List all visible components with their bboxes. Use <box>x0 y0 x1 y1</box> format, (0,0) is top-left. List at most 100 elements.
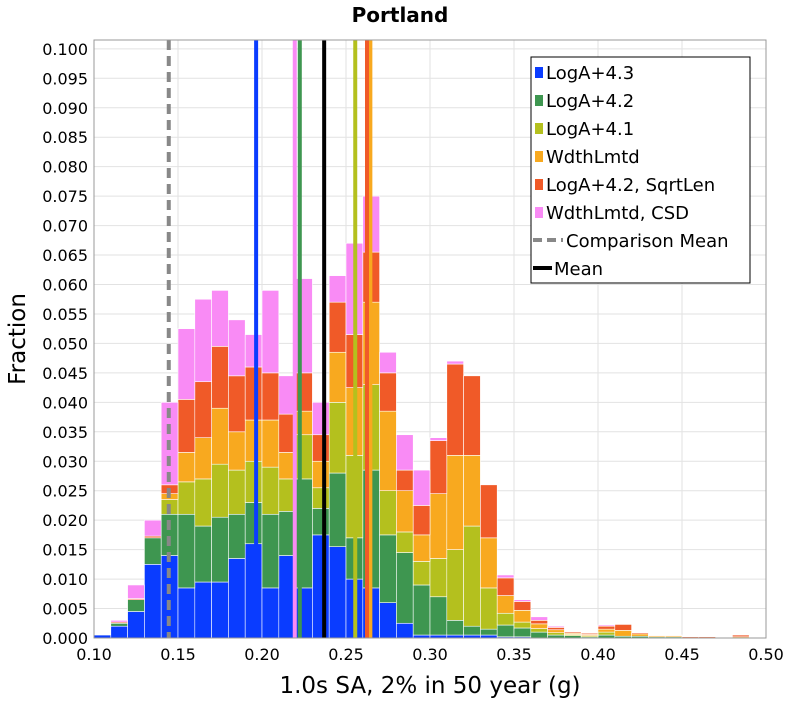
legend-label: Mean <box>554 259 603 280</box>
bar-wdthlmtd-csd <box>530 616 548 621</box>
bar-loga-4-2-sqrtlen <box>412 505 431 536</box>
y-tick-label: 0.095 <box>42 69 88 88</box>
bar-wdthlmtd <box>530 623 548 629</box>
legend-swatch <box>535 179 543 190</box>
bar-wdthlmtd-csd <box>244 334 263 368</box>
bar-loga-4-2-sqrtlen <box>211 346 229 409</box>
bar-wdthlmtd <box>211 407 229 465</box>
bar-loga-4-1 <box>244 460 263 503</box>
bar-loga-4-2-sqrtlen <box>564 631 582 634</box>
bar-loga-4-2 <box>177 513 196 589</box>
x-tick-label: 0.45 <box>664 645 700 664</box>
bar-wdthlmtd-csd <box>144 519 162 537</box>
bar-loga-4-2 <box>429 596 448 636</box>
x-tick-label: 0.40 <box>580 645 616 664</box>
bar-wdthlmtd <box>328 351 347 403</box>
bar-loga-4-2-sqrtlen <box>530 620 548 625</box>
y-tick-label: 0.025 <box>42 482 88 501</box>
bar-loga-4-2 <box>110 622 128 627</box>
y-tick-label: 0.015 <box>42 541 88 560</box>
bar-loga-4-1 <box>412 561 431 586</box>
legend-label: LogA+4.2 <box>546 91 634 112</box>
bar-loga-4-1 <box>496 612 515 626</box>
bar-loga-4-2-sqrtlen <box>513 601 532 611</box>
bar-loga-4-2-sqrtlen <box>597 625 616 630</box>
bar-loga-4-2 <box>496 624 515 638</box>
y-tick-label: 0.085 <box>42 128 88 147</box>
chart-title: Portland <box>352 3 449 27</box>
bar-loga-4-2-sqrtlen <box>177 399 196 453</box>
legend-box <box>530 56 751 284</box>
bar-wdthlmtd <box>480 537 498 589</box>
bar-loga-4-2-sqrtlen <box>244 366 263 421</box>
bar-loga-4-1 <box>228 469 246 515</box>
bar-wdthlmtd-csd <box>412 469 431 506</box>
bar-loga-4-1 <box>530 628 548 633</box>
bar-wdthlmtd <box>228 431 246 471</box>
bar-loga-4-3 <box>194 581 212 639</box>
bar-wdthlmtd <box>396 490 414 533</box>
bar-wdthlmtd-csd <box>261 290 280 374</box>
bar-loga-4-1 <box>312 487 330 509</box>
bar-wdthlmtd <box>631 633 649 637</box>
bar-loga-4-2-sqrtlen <box>379 372 397 412</box>
bar-loga-4-3 <box>328 546 347 639</box>
bar-loga-4-1 <box>328 402 347 474</box>
bar-loga-4-2 <box>396 552 414 624</box>
y-tick-label: 0.035 <box>42 423 88 442</box>
bar-loga-4-2 <box>513 627 532 638</box>
plot-frame <box>93 39 767 639</box>
bar-loga-4-2 <box>480 628 498 636</box>
bar-loga-4-2-sqrtlen <box>496 577 515 596</box>
bar-loga-4-2 <box>379 534 397 603</box>
legend: LogA+4.3 LogA+4.2 LogA+4.1 WdthLmtd LogA+4.2… <box>530 56 751 284</box>
bar-loga-4-2-sqrtlen <box>261 372 280 421</box>
bar-loga-4-3 <box>110 625 128 639</box>
x-tick-label: 0.20 <box>244 645 280 664</box>
bar-loga-4-2 <box>446 620 464 636</box>
bar-loga-4-2 <box>412 584 431 636</box>
y-tick-label: 0.075 <box>42 187 88 206</box>
bar-wdthlmtd-csd <box>211 290 229 347</box>
legend-label: LogA+4.1 <box>546 119 634 140</box>
bar-loga-4-1 <box>597 631 616 636</box>
legend-swatch <box>535 151 543 162</box>
y-tick-label: 0.080 <box>42 158 88 177</box>
bar-wdthlmtd-csd <box>547 625 565 628</box>
bar-wdthlmtd <box>312 460 330 489</box>
bar-loga-4-2-sqrtlen <box>664 634 683 636</box>
bar-loga-4-2-sqrtlen <box>228 375 246 433</box>
bar-loga-4-2-sqrtlen <box>547 627 565 631</box>
bar-loga-4-1 <box>379 490 397 536</box>
bar-loga-4-3 <box>244 543 263 639</box>
bar-wdthlmtd-csd <box>379 351 397 374</box>
bar-loga-4-3 <box>211 581 229 639</box>
bar-loga-4-2-sqrtlen <box>396 469 414 492</box>
y-tick-label: 0.030 <box>42 452 88 471</box>
bar-loga-4-3 <box>144 564 162 639</box>
bar-loga-4-1 <box>446 549 464 621</box>
bar-wdthlmtd-csd <box>396 434 414 471</box>
y-tick-label: 0.055 <box>42 305 88 324</box>
legend-swatch <box>535 67 543 78</box>
bar-wdthlmtd <box>547 629 565 633</box>
bar-wdthlmtd-csd <box>110 620 128 623</box>
bar-loga-4-2 <box>194 525 212 583</box>
bar-loga-4-2 <box>211 516 229 583</box>
legend-label: LogA+4.2, SqrtLen <box>546 175 715 196</box>
bar-loga-4-1 <box>480 587 498 630</box>
bar-wdthlmtd-csd <box>228 319 246 377</box>
bar-loga-4-1 <box>261 466 280 515</box>
legend-swatch <box>535 123 543 134</box>
bar-loga-4-3 <box>379 602 397 639</box>
bar-loga-4-3 <box>177 587 196 639</box>
bar-wdthlmtd <box>597 628 616 633</box>
bar-wdthlmtd-csd <box>312 402 330 436</box>
bar-loga-4-2 <box>530 631 548 639</box>
legend-swatch <box>535 95 543 106</box>
bar-loga-4-1 <box>463 525 481 627</box>
x-tick-label: 0.35 <box>496 645 532 664</box>
bar-loga-4-1 <box>547 632 565 636</box>
y-tick-label: 0.065 <box>42 246 88 265</box>
